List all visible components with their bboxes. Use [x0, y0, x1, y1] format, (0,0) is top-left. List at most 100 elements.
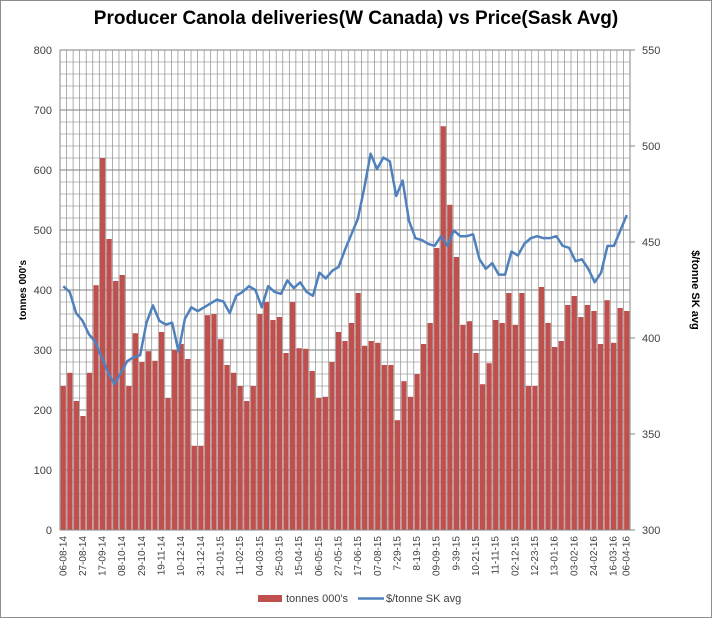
bar — [263, 302, 269, 530]
x-tick-label: 11-02-15 — [235, 536, 246, 576]
bar — [388, 365, 394, 530]
bar — [624, 311, 630, 530]
bar — [473, 353, 479, 530]
y-tick-label: 200 — [34, 405, 52, 417]
bar — [329, 362, 335, 530]
x-tick-label: 10-21-15 — [471, 536, 482, 576]
x-tick-label: 15-04-15 — [294, 536, 305, 576]
y-tick-label: 600 — [34, 165, 52, 177]
y-tick-label: 100 — [34, 465, 52, 477]
bar — [525, 386, 532, 530]
bar — [204, 315, 211, 530]
x-tick-label: 10-12-14 — [176, 536, 187, 576]
y-tick-label: 400 — [34, 285, 52, 297]
legend-line-label: $/tonne SK avg — [386, 593, 461, 605]
y-tick-label: 700 — [34, 105, 52, 117]
bar — [466, 321, 473, 530]
bar — [552, 347, 558, 530]
bar — [145, 351, 152, 530]
bar — [224, 365, 230, 530]
bar — [139, 362, 145, 530]
bar — [99, 158, 106, 530]
x-tick-label: 17-09-14 — [98, 536, 109, 576]
bar — [460, 324, 466, 530]
bar — [538, 287, 545, 530]
y2-tick-label: 500 — [642, 141, 660, 153]
legend-bar-swatch — [258, 595, 282, 602]
x-tick-label: 08-10-14 — [117, 536, 128, 576]
bar — [237, 386, 243, 530]
bar — [512, 324, 518, 530]
bar — [132, 333, 138, 530]
bar — [250, 386, 256, 530]
bar — [73, 401, 79, 530]
bar — [519, 293, 525, 530]
bar — [211, 314, 217, 530]
x-tick-label: 04-03-15 — [255, 536, 266, 576]
bar — [198, 446, 204, 530]
y-tick-label: 300 — [34, 345, 52, 357]
x-tick-label: 11-11-15 — [491, 536, 502, 575]
bar — [257, 314, 263, 530]
bar — [479, 384, 486, 530]
bar — [60, 386, 66, 530]
bar — [558, 341, 564, 530]
bar — [362, 345, 368, 530]
bar — [217, 339, 224, 530]
x-tick-label: 02-12-15 — [510, 536, 521, 576]
bar — [185, 359, 191, 530]
bar — [486, 363, 492, 530]
bar — [158, 332, 165, 530]
x-tick-label: 29-10-14 — [137, 536, 148, 576]
bar — [597, 344, 604, 530]
y2-tick-label: 550 — [642, 45, 660, 57]
y-axis-title: tonnes 000's — [18, 259, 29, 320]
bar — [126, 386, 132, 530]
bar — [611, 342, 617, 530]
x-tick-label: 27-05-15 — [333, 536, 344, 576]
x-tick-label: 06-05-15 — [314, 536, 325, 576]
x-tick-label: 9-39-15 — [451, 536, 462, 571]
x-tick-label: 27-08-14 — [78, 536, 89, 576]
bar-series — [60, 126, 630, 531]
bar — [453, 257, 459, 530]
y2-tick-label: 300 — [642, 525, 660, 537]
x-tick-label: 06-08-14 — [58, 536, 69, 576]
bar — [506, 293, 512, 530]
bar — [113, 281, 119, 530]
bar — [231, 372, 237, 530]
bar — [191, 446, 197, 530]
bar — [152, 360, 158, 530]
x-tick-label: 03-02-16 — [569, 536, 580, 576]
y-axis-right: 300 350 400 450 500 550 — [629, 45, 660, 537]
bar — [584, 305, 591, 530]
bar — [434, 248, 440, 530]
bar — [447, 204, 453, 531]
bar — [375, 342, 381, 530]
x-tick-label: 12-23-15 — [530, 536, 541, 576]
x-axis: 06-08-14 27-08-14 17-09-14 08-10-14 29-10-14… — [58, 529, 633, 576]
bar — [342, 341, 348, 530]
x-tick-label: 09-09-15 — [432, 536, 443, 576]
bar — [421, 344, 427, 530]
bar — [355, 293, 361, 530]
x-tick-label: 25-03-15 — [274, 536, 285, 576]
bar — [571, 296, 577, 530]
bar — [178, 344, 184, 530]
bar — [348, 323, 355, 530]
y2-tick-label: 400 — [642, 333, 660, 345]
bar — [296, 348, 302, 530]
bar — [407, 396, 414, 530]
bar — [165, 398, 171, 530]
bar — [93, 285, 99, 530]
bar — [67, 372, 73, 530]
bar — [172, 350, 178, 530]
bar — [289, 302, 296, 530]
x-tick-label: 21-01-15 — [216, 536, 227, 576]
bar — [316, 398, 322, 530]
bar — [244, 401, 250, 530]
bar — [499, 323, 505, 530]
bar — [532, 386, 538, 530]
x-tick-label: 24-02-16 — [589, 536, 600, 576]
bar — [86, 372, 93, 530]
